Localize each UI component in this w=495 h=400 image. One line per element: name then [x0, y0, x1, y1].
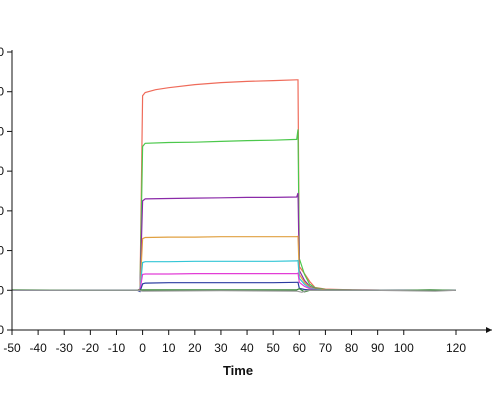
x-tick-label: 0	[139, 341, 146, 355]
x-tick-label: 80	[345, 341, 359, 355]
x-tick-label: 40	[240, 341, 254, 355]
x-tick-label: 100	[394, 341, 414, 355]
x-axis-arrow	[486, 327, 492, 333]
x-tick-label: 120	[446, 341, 466, 355]
x-tick-label: -30	[56, 341, 74, 355]
x-tick-label: 50	[266, 341, 280, 355]
y-tick-label: 30	[0, 164, 4, 178]
y-tick-label: 20	[0, 204, 4, 218]
plot-lines	[11, 79, 457, 293]
series-line-4	[12, 235, 457, 291]
y-tick-label: -10	[0, 323, 4, 337]
series-line-1	[12, 79, 456, 291]
y-tick-label: 0	[0, 283, 4, 297]
x-tick-label: -50	[3, 341, 21, 355]
series-line-2	[12, 129, 456, 291]
x-tick-label: 10	[162, 341, 176, 355]
series-line-5	[12, 259, 456, 291]
series-line-6	[12, 272, 456, 291]
x-tick-label: 30	[214, 341, 228, 355]
series-line-3	[12, 192, 457, 291]
y-tick-label: 60	[0, 45, 4, 59]
x-tick-label: 70	[319, 341, 333, 355]
x-axis-title: Time	[223, 363, 253, 378]
axes: -50 -40 -30 -20 -10 0 10 20 30 40 50 60 70 80 90 100 120…	[0, 45, 492, 355]
series-line-9	[12, 289, 457, 293]
y-ticks: -10 0 10 20 30 40 50 60	[0, 45, 12, 337]
series-line-7	[12, 281, 456, 293]
y-tick-label: 50	[0, 85, 4, 99]
x-tick-label: -40	[29, 341, 47, 355]
x-tick-label: 20	[188, 341, 202, 355]
x-ticks: -50 -40 -30 -20 -10 0 10 20 30 40 50 60 70 80 90 100 120	[3, 330, 466, 355]
x-tick-label: -10	[108, 341, 126, 355]
x-tick-label: 90	[371, 341, 385, 355]
x-tick-label: -20	[82, 341, 100, 355]
x-tick-label: 60	[293, 341, 307, 355]
y-tick-label: 10	[0, 244, 4, 258]
y-tick-label: 40	[0, 124, 4, 138]
